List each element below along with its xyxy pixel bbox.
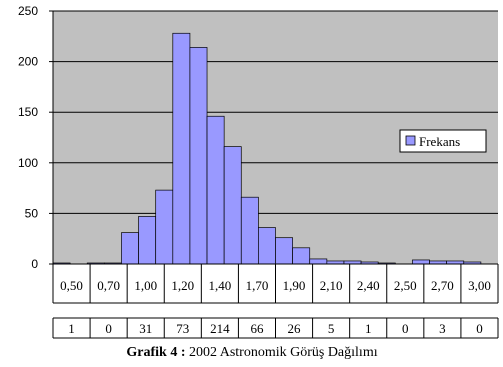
table-header-cell: 2,40 (357, 278, 380, 293)
caption-prefix: Grafik 4 : (126, 345, 185, 360)
table-count-cell: 1 (68, 321, 75, 336)
legend-swatch (405, 135, 416, 146)
table-count-cell: 66 (250, 321, 264, 336)
bar (172, 32, 191, 265)
caption-text: 2002 Astronomik Görüş Dağılımı (185, 345, 377, 360)
bar (138, 216, 157, 265)
table-header-cell: 0,70 (97, 278, 120, 293)
data-table: 0,50 0,70 1,00 1,20 1,40 1,70 1,90 2,10 2,40 2,50… (52, 264, 499, 339)
table-header-cell: 0,50 (60, 278, 83, 293)
y-tick-label: 200 (18, 55, 38, 69)
bar (189, 47, 208, 265)
table-header-cell: 2,70 (431, 278, 454, 293)
bar (155, 189, 174, 265)
bar (121, 232, 139, 265)
figure-caption: Grafik 4 : 2002 Astronomik Görüş Dağılım… (126, 345, 377, 360)
table-header-cell: 1,20 (171, 278, 194, 293)
table-header-cell: 2,10 (320, 278, 343, 293)
y-tick-label: 150 (18, 105, 38, 119)
legend: Frekans (399, 129, 487, 153)
table-header-cell: 1,40 (209, 278, 232, 293)
bar (223, 146, 242, 265)
y-axis-ticks: 0 50 100 150 200 250 (18, 4, 53, 271)
table-header-cell: 2,50 (394, 278, 417, 293)
table-header-cell: 1,00 (134, 278, 157, 293)
table-count-cell: 0 (105, 321, 112, 336)
table-count-cell: 0 (476, 321, 483, 336)
table-header-cell: 3,00 (468, 278, 491, 293)
bars (52, 32, 482, 265)
bar (206, 115, 225, 265)
bar (240, 196, 259, 265)
y-tick-label: 250 (18, 4, 38, 18)
table-count-cell: 214 (210, 321, 230, 336)
bar (292, 247, 311, 265)
y-tick-label: 50 (25, 206, 39, 220)
gridlines (53, 10, 498, 214)
legend-label: Frekans (419, 134, 460, 149)
y-tick-label: 100 (18, 156, 38, 170)
table-count-cell: 31 (139, 321, 152, 336)
table-count-cell: 26 (288, 321, 302, 336)
table-count-cell: 3 (439, 321, 446, 336)
table-count-cell: 0 (402, 321, 409, 336)
table-header-cell: 1,90 (283, 278, 306, 293)
table-count-cell: 5 (328, 321, 335, 336)
y-tick-label: 0 (31, 257, 38, 271)
table-count-cell: 73 (176, 321, 189, 336)
bar (258, 227, 276, 265)
table-count-cell: 1 (365, 321, 372, 336)
table-header-cell: 1,70 (246, 278, 269, 293)
legend-box (399, 129, 487, 153)
bar (412, 259, 430, 265)
bar (309, 258, 328, 265)
bar (275, 237, 293, 265)
